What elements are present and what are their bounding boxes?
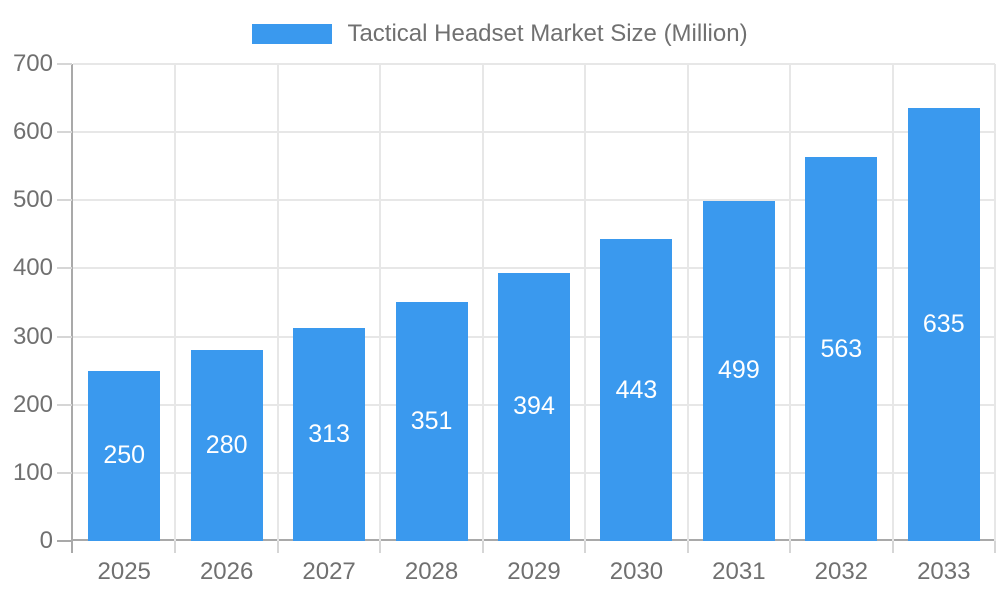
y-axis-tick — [57, 199, 72, 202]
bar-value-label: 563 — [820, 334, 863, 363]
x-axis-label: 2028 — [404, 558, 459, 585]
x-axis-tick — [994, 541, 996, 553]
y-axis-label: 400 — [12, 254, 53, 282]
bar[interactable]: 499 — [702, 200, 775, 541]
v-gridline — [481, 64, 484, 541]
legend-label: Tactical Headset Market Size (Million) — [347, 20, 748, 47]
bar-value-label: 499 — [718, 356, 760, 385]
x-axis-label: 2027 — [302, 558, 356, 585]
bar-value-label: 635 — [922, 310, 965, 339]
bar-value-label: 443 — [615, 375, 658, 404]
bar-value-label: 313 — [308, 419, 350, 448]
bar[interactable]: 635 — [907, 108, 980, 541]
v-gridline — [686, 64, 689, 541]
x-axis-label: 2031 — [712, 558, 766, 585]
bar[interactable]: 443 — [600, 239, 673, 541]
v-gridline — [584, 64, 587, 541]
bar-value-label: 250 — [103, 441, 146, 470]
x-axis-tick — [276, 541, 279, 553]
y-axis-tick — [57, 63, 72, 65]
x-axis-label: 2032 — [814, 558, 869, 585]
h-gridline — [73, 131, 995, 134]
plot-area: 250 280 313 351 394 443 499 563 635 — [73, 63, 996, 541]
x-axis-tick — [686, 541, 689, 553]
v-gridline — [379, 64, 382, 541]
x-axis-tick — [891, 541, 894, 553]
x-axis-tick — [584, 541, 587, 553]
x-axis-tick — [481, 541, 484, 553]
bar[interactable]: 394 — [498, 272, 570, 541]
legend: Tactical Headset Market Size (Million) — [0, 20, 1000, 48]
y-axis-tick — [57, 403, 72, 406]
y-axis-tick — [57, 540, 72, 542]
y-axis-line — [71, 64, 73, 553]
y-axis-label: 500 — [12, 186, 53, 214]
h-gridline — [73, 199, 995, 202]
y-axis-tick — [57, 131, 72, 134]
y-axis-label: 200 — [12, 390, 53, 418]
x-axis-label: 2033 — [917, 558, 971, 585]
bar[interactable]: 351 — [395, 301, 468, 541]
y-axis-tick — [57, 335, 72, 338]
x-axis-label: 2026 — [199, 558, 254, 585]
y-axis-tick — [57, 267, 72, 270]
x-axis-label: 2030 — [609, 558, 664, 585]
x-axis-tick — [174, 541, 177, 553]
v-gridline — [276, 64, 279, 541]
bar[interactable]: 313 — [293, 327, 366, 541]
bar[interactable]: 280 — [190, 350, 263, 541]
bar[interactable]: 563 — [805, 157, 878, 541]
y-axis-tick — [57, 471, 72, 474]
y-axis-label: 600 — [12, 118, 53, 146]
h-gridline — [73, 267, 995, 270]
x-axis-tick — [379, 541, 382, 553]
y-axis-label: 300 — [12, 322, 53, 350]
x-axis-tick — [789, 541, 792, 553]
v-gridline — [994, 64, 996, 541]
legend-swatch-icon — [252, 24, 333, 44]
y-axis-label: 100 — [12, 458, 53, 486]
legend-item[interactable]: Tactical Headset Market Size (Million) — [252, 20, 748, 48]
bar[interactable]: 250 — [88, 370, 161, 541]
bar-value-label: 394 — [513, 392, 555, 421]
v-gridline — [789, 64, 792, 541]
v-gridline — [891, 64, 894, 541]
x-axis-label: 2029 — [507, 558, 561, 585]
y-axis-label: 0 — [39, 527, 53, 554]
bar-value-label: 351 — [410, 406, 453, 435]
x-axis-label: 2025 — [97, 558, 151, 585]
v-gridline — [174, 64, 177, 541]
h-gridline — [73, 63, 995, 65]
y-axis-label: 700 — [12, 50, 53, 77]
bar-value-label: 280 — [205, 431, 248, 460]
